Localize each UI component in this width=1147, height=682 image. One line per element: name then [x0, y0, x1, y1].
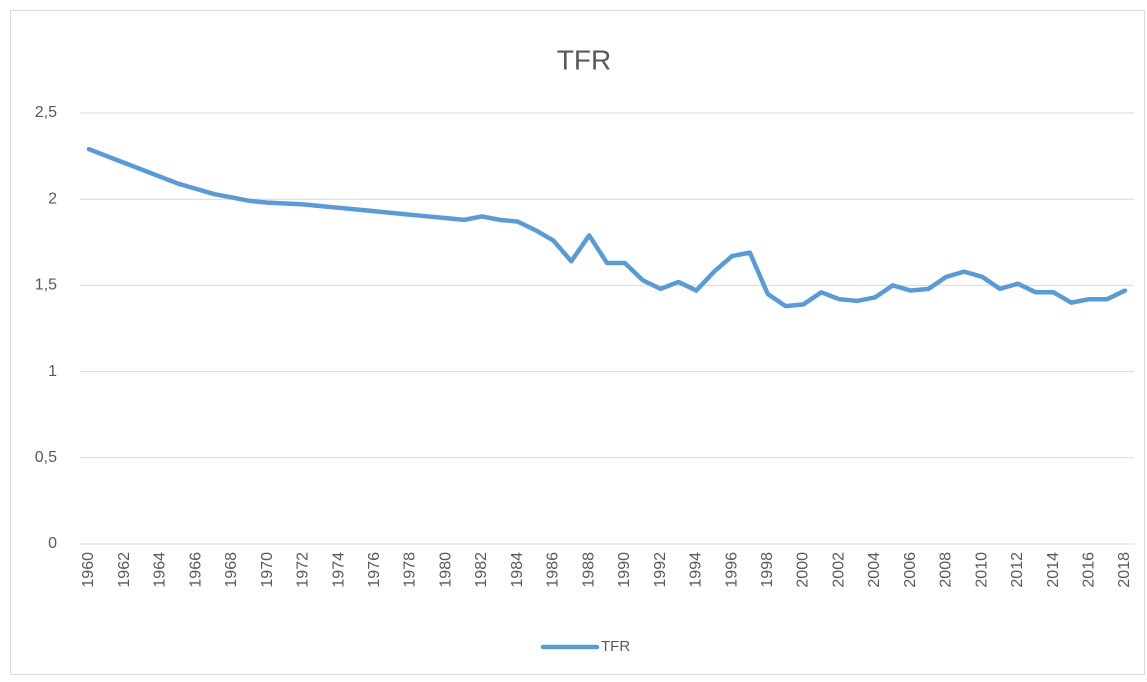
y-tick-label: 1: [48, 363, 57, 380]
x-tick-label: 1988: [580, 552, 597, 588]
x-tick-label: 1996: [723, 552, 740, 588]
x-tick-label: 1980: [437, 552, 454, 588]
x-tick-label: 2000: [795, 552, 812, 588]
x-tick-label: 1972: [295, 552, 312, 588]
x-tick-label: 1970: [259, 552, 276, 588]
x-tick-label: 1966: [187, 552, 204, 588]
legend-label: TFR: [601, 638, 630, 655]
x-tick-label: 1992: [652, 552, 669, 588]
chart-border: [10, 10, 1145, 675]
x-tick-label: 1976: [366, 552, 383, 588]
x-tick-label: 2018: [1116, 552, 1133, 588]
y-tick-label: 2: [48, 190, 57, 207]
x-tick-label: 1978: [402, 552, 419, 588]
y-tick-label: 1,5: [35, 277, 57, 294]
x-tick-label: 1998: [759, 552, 776, 588]
x-tick-label: 2014: [1045, 552, 1062, 588]
x-tick-label: 1986: [545, 552, 562, 588]
x-tick-label: 2006: [902, 552, 919, 588]
y-tick-label: 0,5: [35, 449, 57, 466]
x-tick-label: 2016: [1080, 552, 1097, 588]
x-tick-label: 1962: [116, 552, 133, 588]
x-tick-label: 1982: [473, 552, 490, 588]
x-tick-label: 2002: [830, 552, 847, 588]
x-tick-label: 1964: [152, 552, 169, 588]
x-tick-label: 1984: [509, 552, 526, 588]
data-line: [86, 146, 1128, 309]
x-tick-label: 2008: [938, 552, 955, 588]
x-tick-label: 1974: [330, 552, 347, 588]
chart-title: TFR: [557, 44, 611, 75]
y-tick-label: 0: [48, 535, 57, 552]
x-tick-label: 1994: [688, 552, 705, 588]
x-tick-label: 2012: [1009, 552, 1026, 588]
x-tick-label: 1960: [80, 552, 97, 588]
x-tick-label: 2010: [973, 552, 990, 588]
x-tick-label: 1990: [616, 552, 633, 588]
x-tick-label: 2004: [866, 552, 883, 588]
y-tick-label: 2,5: [35, 104, 57, 121]
x-tick-label: 1968: [223, 552, 240, 588]
